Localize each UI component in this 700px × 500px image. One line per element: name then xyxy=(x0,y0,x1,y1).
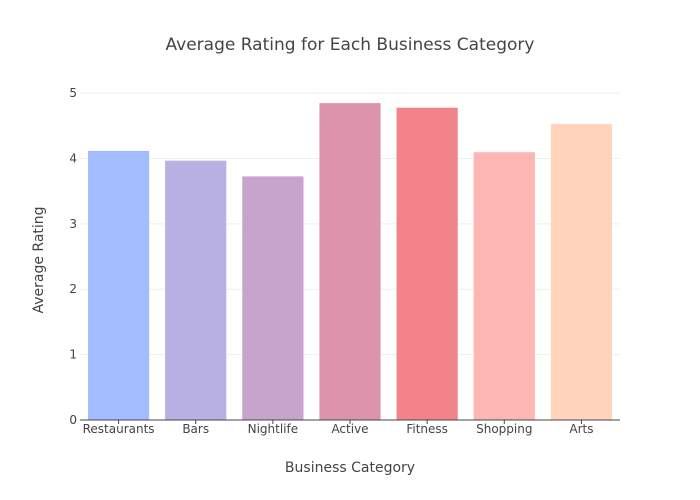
x-axis-title: Business Category xyxy=(285,460,415,476)
y-tick-label: 2 xyxy=(69,282,77,296)
bar-shopping[interactable] xyxy=(473,151,536,421)
bar-fitness[interactable] xyxy=(396,107,459,421)
y-axis-title: Average Rating xyxy=(31,206,47,313)
x-tick-labels: Restaurants Bars Nightlife Active Fitness Sho… xyxy=(83,420,593,436)
x-tick-label: Nightlife xyxy=(248,422,299,436)
bar-bars[interactable] xyxy=(164,160,227,421)
y-tick-label: 3 xyxy=(69,217,77,231)
x-tick-label: Restaurants xyxy=(83,422,155,436)
x-tick-label: Shopping xyxy=(476,422,532,436)
y-tick-label: 4 xyxy=(69,151,77,165)
bar-nightlife[interactable] xyxy=(241,175,304,421)
y-tick-label: 1 xyxy=(69,348,77,362)
x-tick-label: Bars xyxy=(182,422,209,436)
x-tick-label: Active xyxy=(331,422,368,436)
bar-arts[interactable] xyxy=(550,123,613,421)
y-tick-label: 0 xyxy=(69,413,77,427)
bars xyxy=(87,102,613,421)
bar-restaurants[interactable] xyxy=(87,150,150,421)
y-tick-label: 5 xyxy=(69,86,77,100)
x-tick-label: Arts xyxy=(569,422,593,436)
bar-active[interactable] xyxy=(318,102,382,421)
chart-title: Average Rating for Each Business Categor… xyxy=(166,35,535,55)
x-tick-label: Fitness xyxy=(406,422,448,436)
y-tick-labels: 0 1 2 3 4 5 xyxy=(69,86,77,427)
